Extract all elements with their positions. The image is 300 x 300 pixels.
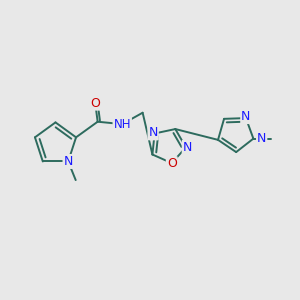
Text: O: O bbox=[167, 157, 177, 170]
Text: N: N bbox=[257, 132, 266, 145]
Text: N: N bbox=[64, 155, 73, 168]
Text: N: N bbox=[148, 126, 158, 140]
Text: NH: NH bbox=[113, 118, 131, 130]
Text: N: N bbox=[241, 110, 250, 123]
Text: O: O bbox=[90, 97, 100, 110]
Text: N: N bbox=[183, 141, 192, 154]
